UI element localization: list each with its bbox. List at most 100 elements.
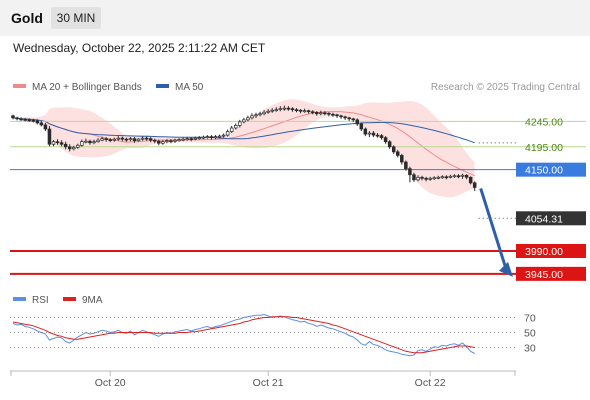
candle-body (432, 177, 436, 180)
rsi-9ma-line (12, 316, 475, 354)
x-tick-label-2: Oct 22 (415, 377, 446, 389)
candle-body (181, 138, 185, 141)
header-bar: Gold 30 MIN (0, 0, 590, 36)
candle-body (67, 146, 72, 150)
candle-body (76, 144, 80, 148)
candle-body (177, 139, 181, 142)
candle-body (424, 177, 428, 180)
candle-body (460, 174, 465, 177)
candle-body (136, 138, 141, 142)
candle-body (96, 139, 100, 143)
level-label-bg-2 (516, 162, 586, 177)
current-price-bg (516, 211, 586, 226)
candle-body (331, 113, 335, 116)
candle-body (80, 141, 84, 146)
candle-body (217, 135, 222, 138)
candle-body (116, 137, 121, 140)
candle-body (47, 128, 52, 145)
level-label-4: 3945.00 (525, 269, 563, 281)
candle-body (371, 132, 376, 136)
candle-body (400, 155, 404, 163)
candle-body (416, 176, 420, 181)
candle-body (412, 174, 416, 181)
candle-body (278, 108, 283, 111)
candle-body (205, 136, 210, 138)
rsi-tick-label-2: 30 (524, 343, 536, 355)
candle-body (11, 115, 15, 119)
bollinger-band (13, 99, 475, 198)
candle-body (161, 141, 165, 144)
candle-body (213, 136, 218, 138)
candle-body (43, 124, 48, 130)
candle-body (254, 114, 258, 117)
bb-legend-swatch (13, 84, 26, 88)
level-label-bg-3 (516, 243, 586, 258)
candle-body (306, 110, 311, 113)
candle-body (456, 175, 461, 178)
candle-body (428, 177, 432, 180)
candle-body (286, 107, 291, 110)
forecast-arrow-shaft (479, 188, 508, 270)
bb-legend-label: MA 20 + Bollinger Bands (32, 82, 142, 93)
candle-body (27, 119, 31, 122)
instrument-title: Gold (11, 10, 43, 26)
ma50-line (12, 117, 475, 144)
candle-body (375, 134, 380, 137)
candle-body (472, 182, 477, 188)
candle-body (315, 111, 319, 115)
candle-body (258, 113, 262, 116)
candle-body (153, 139, 157, 142)
candle-body (343, 116, 347, 119)
candle-body (367, 132, 372, 135)
candle-body (302, 110, 307, 113)
level-label-2: 4150.00 (525, 165, 563, 177)
candle-body (92, 141, 96, 144)
candle-body (59, 142, 64, 145)
candle-body (420, 176, 424, 179)
candle-body (169, 140, 173, 143)
candle-body (436, 176, 441, 179)
candle-body (319, 112, 323, 115)
candle-body (51, 141, 56, 145)
candle-body (39, 122, 44, 126)
candle-body (197, 137, 202, 139)
ma50-legend-swatch (156, 84, 169, 88)
candle-body (124, 138, 129, 141)
candle-body (363, 128, 368, 135)
rsi9-legend-swatch (63, 297, 76, 301)
timeframe-badge[interactable]: 30 MIN (51, 7, 101, 29)
candle-body (359, 123, 364, 130)
candle-body (408, 168, 412, 176)
candle-body (238, 121, 242, 126)
candle-body (242, 119, 246, 123)
chart-datetime: Wednesday, October 22, 2025 2:11:22 AM C… (13, 41, 266, 55)
rsi9-legend-label: 9MA (82, 295, 103, 306)
candle-body (387, 141, 392, 148)
level-label-1: 4195.00 (525, 142, 563, 154)
candle-body (19, 118, 23, 121)
candle-body (144, 137, 149, 140)
candle-body (468, 176, 473, 184)
candle-body (404, 161, 408, 169)
candle-body (440, 176, 445, 179)
candle-body (391, 146, 396, 153)
candle-body (282, 107, 287, 110)
candle-body (185, 138, 189, 141)
candle-body (270, 109, 274, 112)
x-tick-label-1: Oct 21 (253, 377, 284, 389)
level-label-bg-4 (516, 266, 586, 281)
candle-body (221, 134, 226, 137)
candle-body (165, 140, 169, 143)
candle-body (347, 117, 351, 120)
candle-body (55, 141, 60, 144)
candle-body (132, 138, 137, 142)
candle-body (274, 109, 279, 112)
rsi-legend-swatch (13, 297, 26, 301)
candle-body (63, 143, 68, 148)
candle-body (31, 120, 36, 122)
candle-body (355, 119, 360, 125)
candle-body (189, 138, 193, 141)
candle-body (323, 112, 327, 115)
